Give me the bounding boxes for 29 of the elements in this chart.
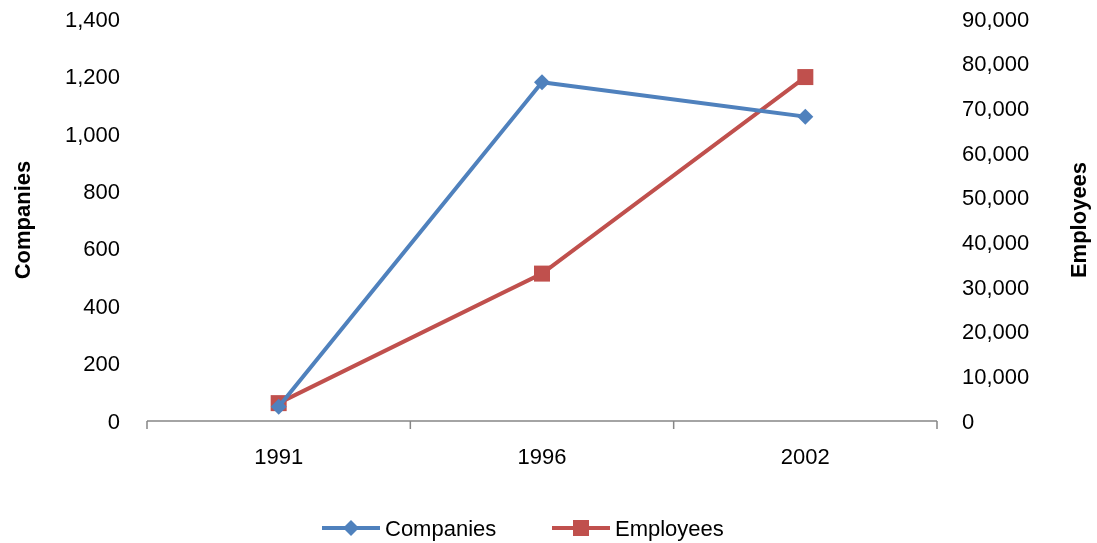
x-tick-label: 2002 [780,444,830,469]
y2-tick-label: 0 [962,408,975,434]
y2-axis-title: Employees [1066,161,1091,279]
x-tick-label: 1991 [254,444,304,469]
y-tick-label: 1,400 [64,6,120,32]
point [534,74,550,91]
x-tick-label: 1996 [517,444,567,469]
point [797,108,814,125]
y2-tick-label: 60,000 [962,140,1030,166]
y-axis-title: Companies [10,160,35,280]
legend-label: Companies [385,515,497,541]
y2-tick-label: 10,000 [962,364,1030,390]
y2-tick-label: 30,000 [962,274,1030,300]
y-tick-label: 1,000 [64,121,120,147]
point [534,265,550,282]
y2-tick-label: 70,000 [962,96,1030,122]
y-tick-label: 400 [83,293,120,319]
y2-tick-label: 50,000 [962,185,1030,211]
y2-tick-label: 90,000 [962,6,1030,32]
legend-label: Employees [615,515,724,541]
y-tick-label: 1,200 [64,64,120,90]
y-tick-label: 600 [83,236,120,262]
y-tick-label: 800 [83,178,120,204]
y-tick-label: 0 [107,408,120,434]
y-tick-label: 200 [83,351,120,377]
point [797,69,814,86]
y2-tick-label: 20,000 [962,319,1030,345]
y2-tick-label: 40,000 [962,230,1030,256]
y2-tick-label: 80,000 [962,51,1030,77]
